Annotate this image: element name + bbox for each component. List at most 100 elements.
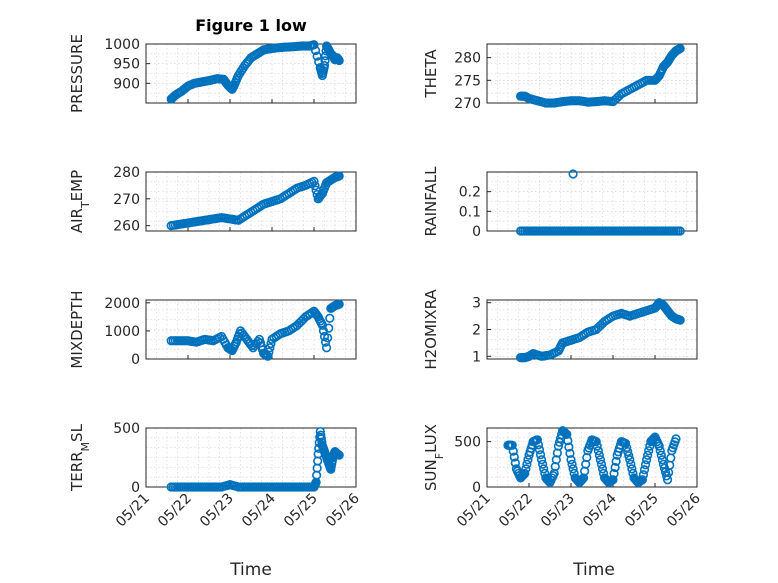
y-axis-label-5: MIXDEPTH: [68, 290, 86, 368]
data-point: [564, 442, 574, 452]
x-axis-label-right: Time: [572, 560, 615, 580]
y-tick-label: 0: [472, 224, 481, 240]
subplot-1: 900 950 1000 PRESSURE: [68, 34, 357, 113]
axes-border: [145, 43, 357, 104]
data-point: [323, 333, 333, 343]
data-point: [654, 441, 664, 451]
y-axis-label-8: SUNFLUX: [422, 424, 446, 491]
subplot-7: 0 500 05/21 05/22 05/23 05/24 05/25 05/26 TERRMS…: [68, 421, 363, 530]
data-point: [593, 446, 603, 456]
data-point: [264, 347, 274, 357]
y-tick-label: 500: [113, 421, 140, 437]
data-point: [325, 313, 335, 323]
data-point: [310, 181, 320, 191]
y-tick-label: 0.1: [459, 204, 481, 220]
data-point: [317, 437, 327, 447]
data-point: [568, 169, 578, 179]
data-point: [334, 171, 344, 181]
x-tick-label: 05/26: [664, 490, 704, 530]
data-point: [596, 459, 607, 469]
data-point: [595, 455, 606, 465]
subplot-4: 0 0.1 0.2 RAINFALL: [422, 166, 698, 240]
data-point: [566, 455, 576, 465]
data-point: [624, 451, 634, 461]
data-point: [671, 434, 681, 444]
data-point: [609, 469, 619, 479]
data-point: [657, 455, 667, 465]
x-tick-label: 05/25: [622, 491, 662, 531]
data-point: [309, 40, 319, 50]
data-point: [576, 475, 587, 485]
data-point: [520, 468, 530, 478]
data-point: [592, 441, 602, 451]
data-point: [532, 435, 543, 445]
axes-border: [145, 171, 357, 232]
y-tick-label: 0.2: [459, 185, 481, 201]
y-tick-label: 1000: [104, 324, 140, 340]
data-point: [622, 442, 632, 453]
x-tick-label: 05/21: [454, 491, 494, 531]
data-point: [640, 460, 651, 470]
y-axis-label-6: H2OMIXRA: [422, 289, 440, 370]
y-tick-label: 270: [113, 192, 140, 208]
data-point: [533, 440, 544, 450]
data-point: [324, 323, 334, 333]
data-point: [263, 351, 273, 361]
figure-title: Figure 1 low: [195, 16, 307, 35]
data-point: [521, 464, 531, 474]
y-tick-label: 1000: [104, 37, 140, 53]
y-tick-label: 280: [454, 51, 481, 67]
data-point: [611, 456, 621, 466]
data-point: [522, 459, 532, 469]
data-point: [510, 458, 520, 468]
data-point: [623, 447, 633, 457]
data-point: [309, 176, 319, 186]
data-point: [675, 226, 685, 236]
subplot-3: 260 270 280 AIRTEMP: [68, 165, 357, 235]
data-point: [620, 438, 631, 449]
subplot-6: 1 2 3 H2OMIXRA: [422, 289, 698, 370]
data-point: [536, 455, 547, 465]
data-point: [534, 445, 545, 455]
x-tick-label: 05/24: [239, 490, 279, 530]
data-point: [539, 464, 549, 474]
data-point: [641, 455, 652, 465]
data-point: [322, 343, 332, 353]
x-axis-label-left: Time: [229, 560, 272, 580]
y-tick-label: 950: [113, 57, 140, 73]
data-point: [610, 462, 620, 473]
data-point: [594, 450, 604, 460]
data-point: [509, 452, 519, 462]
y-tick-label: 1: [472, 349, 481, 365]
data-point: [638, 470, 649, 480]
data-point: [567, 459, 577, 469]
data-point: [639, 465, 650, 475]
y-tick-label: 280: [113, 165, 140, 181]
y-axis-label-1: PRESSURE: [68, 34, 86, 113]
y-tick-label: 2: [472, 323, 481, 339]
data-point: [643, 450, 653, 460]
data-point: [507, 440, 517, 450]
data-point: [637, 475, 648, 485]
y-tick-label: 270: [454, 96, 481, 112]
data-point: [655, 446, 665, 456]
y-tick-label: 275: [454, 73, 481, 89]
data-point: [319, 61, 330, 71]
y-tick-label: 3: [472, 296, 481, 312]
y-tick-label: 500: [454, 435, 481, 451]
data-point: [627, 464, 637, 474]
data-point: [265, 343, 275, 353]
data-point: [312, 51, 322, 61]
x-tick-label: 05/24: [580, 490, 620, 530]
y-tick-label: 900: [113, 76, 140, 92]
data-point: [568, 464, 578, 474]
data-point: [577, 474, 588, 484]
y-axis-label-4: RAINFALL: [422, 166, 440, 237]
x-tick-label: 05/23: [538, 491, 578, 531]
y-tick-label: 0: [131, 352, 140, 368]
data-point: [625, 455, 635, 465]
x-tick-label: 05/22: [155, 491, 195, 531]
data-point: [675, 315, 685, 325]
axes-border: [145, 299, 357, 360]
